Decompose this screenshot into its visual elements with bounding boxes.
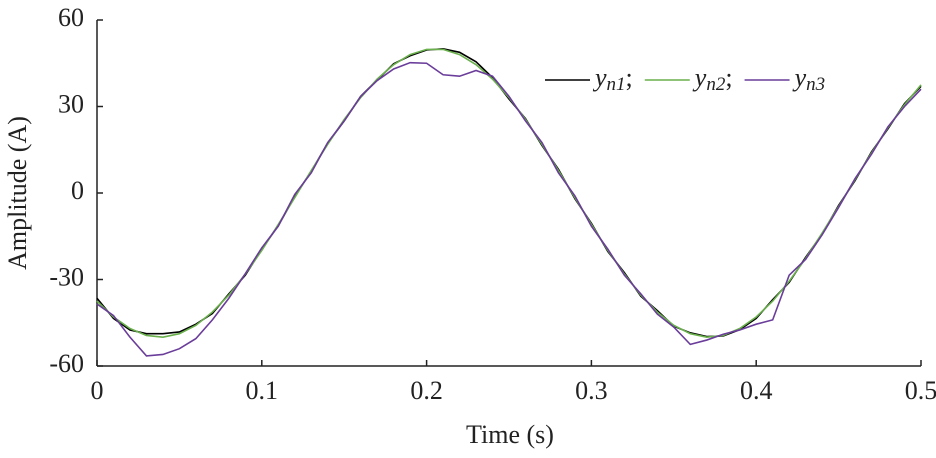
legend-label: yn3 — [792, 63, 826, 95]
x-axis-label: Time (s) — [466, 420, 554, 449]
y-tick-label: 30 — [58, 89, 84, 118]
legend-label: yn1; — [592, 63, 633, 95]
x-tick-label: 0.3 — [575, 376, 608, 405]
series-line — [96, 48, 922, 338]
series-line — [96, 48, 922, 338]
y-tick-label: 60 — [58, 3, 84, 32]
legend-label: yn2; — [692, 63, 733, 95]
x-tick-label: 0.5 — [905, 376, 936, 405]
series-line — [96, 61, 922, 357]
y-tick-label: -30 — [49, 262, 84, 291]
y-axis-label: Amplitude (A) — [3, 116, 32, 270]
x-tick-label: 0.1 — [246, 376, 279, 405]
x-tick-label: 0 — [91, 376, 104, 405]
x-tick-label: 0.2 — [410, 376, 443, 405]
x-tick-label: 0.4 — [740, 376, 773, 405]
y-tick-label: 0 — [71, 176, 84, 205]
y-tick-label: -60 — [49, 349, 84, 378]
